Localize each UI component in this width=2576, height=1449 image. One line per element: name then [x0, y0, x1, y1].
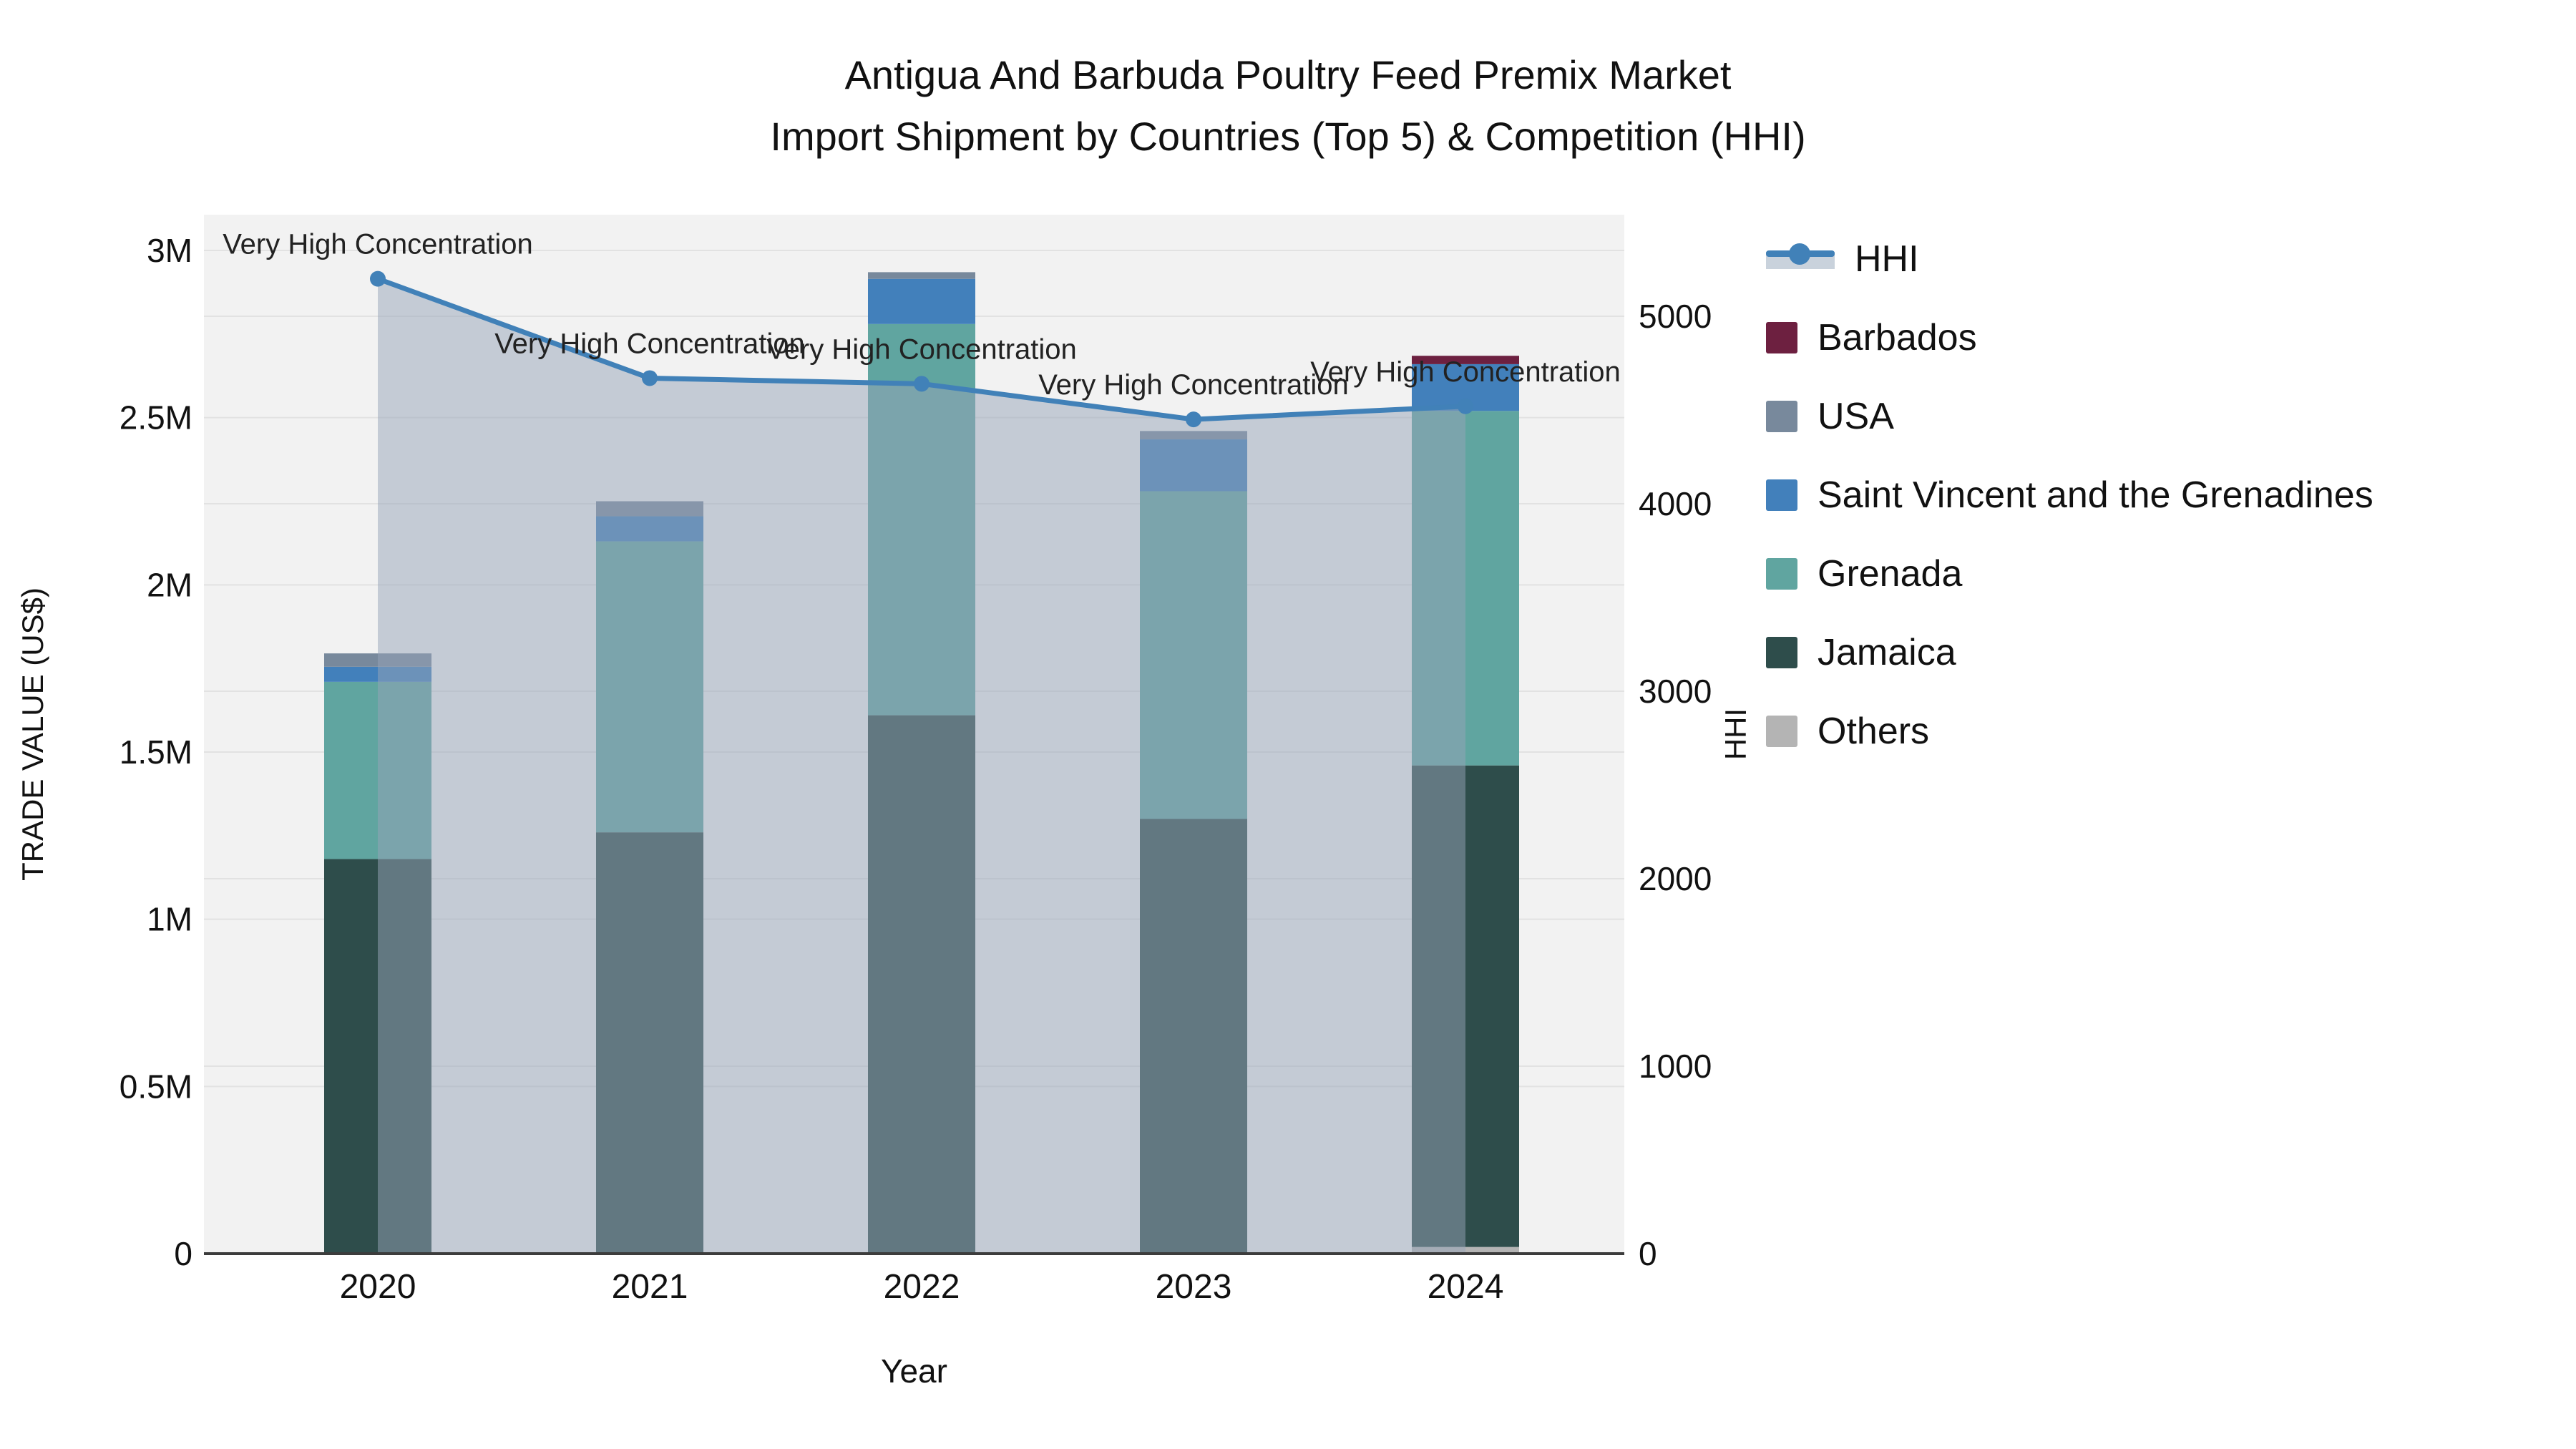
annotation-2023: Very High Concentration: [1038, 369, 1349, 401]
hhi-marker-2021[interactable]: [642, 370, 658, 386]
bar-segment-saint-vincent-and-the-grenadines-2022[interactable]: [868, 278, 975, 324]
hhi-area-fill: [378, 278, 1465, 1254]
x-tick-2022: 2022: [884, 1268, 960, 1306]
chart-title: Antigua And Barbuda Poultry Feed Premix …: [0, 44, 2576, 167]
hhi-dot-icon: [1789, 243, 1810, 265]
y-right-tick-3000: 3000: [1639, 673, 1712, 710]
y-right-tick-1000: 1000: [1639, 1048, 1712, 1085]
x-tick-2021: 2021: [612, 1268, 688, 1306]
x-tick-2023: 2023: [1156, 1268, 1232, 1306]
legend-label: Jamaica: [1818, 632, 1956, 673]
y-left-tick-2M: 2M: [147, 566, 192, 603]
legend-label: Barbados: [1818, 317, 1977, 358]
hhi-marker-2024[interactable]: [1458, 398, 1473, 414]
x-tick-2020: 2020: [340, 1268, 416, 1306]
legend-label: Saint Vincent and the Grenadines: [1818, 474, 2373, 516]
legend-item-saint-vincent-and-the-grenadines[interactable]: Saint Vincent and the Grenadines: [1766, 474, 2373, 517]
legend-label: HHI: [1855, 238, 1919, 280]
legend-item-usa[interactable]: USA: [1766, 395, 2373, 438]
legend-label: Grenada: [1818, 553, 1963, 595]
annotation-2021: Very High Concentration: [494, 328, 805, 359]
legend-swatch-icon: [1766, 637, 1797, 668]
y-left-tick-0.5M: 0.5M: [119, 1068, 192, 1105]
legend-swatch-icon: [1766, 558, 1797, 590]
y-left-tick-1M: 1M: [147, 901, 192, 938]
annotation-2022: Very High Concentration: [766, 333, 1077, 365]
bar-segment-usa-2022[interactable]: [868, 272, 975, 279]
hhi-legend-line-icon: [1766, 242, 1835, 276]
y-left-tick-2.5M: 2.5M: [119, 399, 192, 436]
legend-swatch-icon: [1766, 322, 1797, 353]
x-axis-title: Year: [881, 1352, 947, 1390]
legend-swatch-icon: [1766, 716, 1797, 747]
y-right-axis-title: HHI: [1719, 708, 1752, 760]
y-right-tick-0: 0: [1639, 1235, 1657, 1272]
bar-segment-barbados-2024[interactable]: [1412, 356, 1519, 364]
y-right-tick-4000: 4000: [1639, 485, 1712, 522]
legend-label: Others: [1818, 711, 1930, 752]
hhi-marker-2020[interactable]: [370, 270, 386, 287]
hhi-marker-2022[interactable]: [914, 376, 930, 392]
y-right-tick-2000: 2000: [1639, 860, 1712, 897]
annotation-2020: Very High Concentration: [223, 229, 533, 260]
y-right-tick-5000: 5000: [1639, 298, 1712, 335]
legend-item-grenada[interactable]: Grenada: [1766, 552, 2373, 595]
legend-swatch-icon: [1766, 479, 1797, 511]
annotation-2024: Very High Concentration: [1310, 356, 1621, 388]
legend-item-barbados[interactable]: Barbados: [1766, 316, 2373, 359]
chart-title-line1: Antigua And Barbuda Poultry Feed Premix …: [844, 52, 1732, 97]
legend-item-others[interactable]: Others: [1766, 710, 2373, 753]
y-left-axis-title: TRADE VALUE (US$): [16, 587, 49, 881]
legend-label: USA: [1818, 396, 1894, 437]
legend: HHI Barbados USA Saint Vincent and the Gren…: [1766, 238, 2373, 753]
hhi-marker-2023[interactable]: [1186, 411, 1201, 428]
legend-item-hhi[interactable]: HHI: [1766, 238, 2373, 280]
y-left-tick-3M: 3M: [147, 232, 192, 269]
legend-swatch-icon: [1766, 401, 1797, 432]
x-tick-2024: 2024: [1428, 1268, 1504, 1306]
y-left-tick-1.5M: 1.5M: [119, 733, 192, 771]
legend-item-jamaica[interactable]: Jamaica: [1766, 631, 2373, 674]
chart-title-line2: Import Shipment by Countries (Top 5) & C…: [770, 114, 1806, 159]
y-left-tick-0: 0: [174, 1235, 192, 1272]
